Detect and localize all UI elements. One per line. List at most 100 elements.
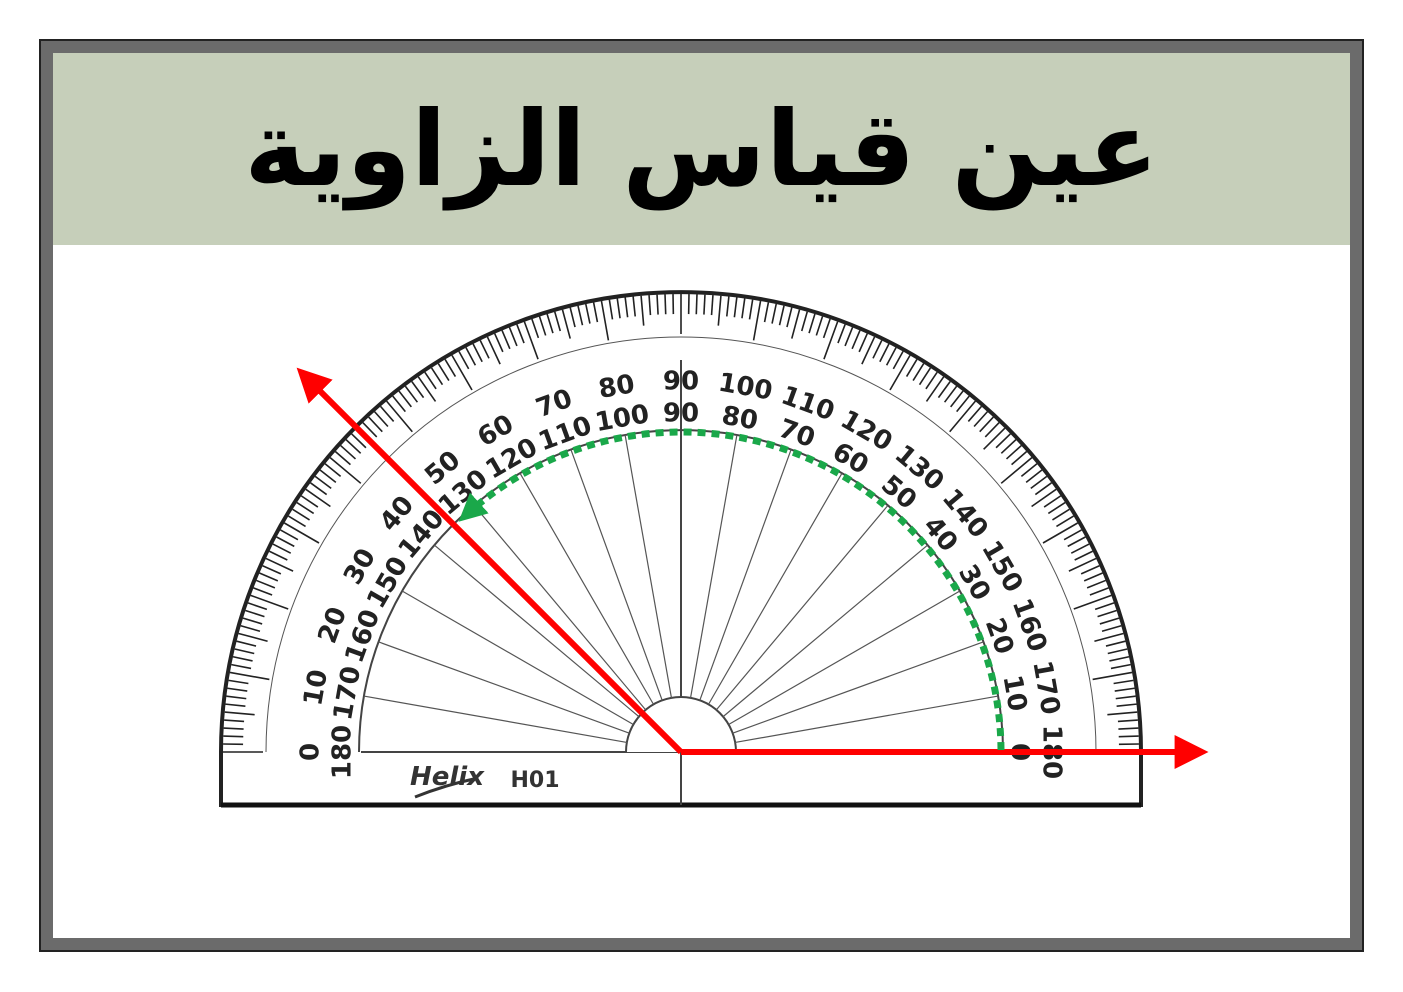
degree-tick — [1099, 617, 1120, 625]
degree-tick — [276, 536, 295, 548]
degree-tick — [851, 330, 861, 350]
degree-tick — [778, 305, 785, 326]
degree-tick — [253, 587, 273, 596]
radial-line — [519, 472, 655, 705]
degree-tick — [404, 385, 419, 403]
degree-tick — [417, 376, 437, 402]
radial-line — [722, 544, 929, 718]
degree-tick — [350, 433, 367, 449]
degree-tick — [288, 515, 306, 528]
degree-tick — [265, 557, 294, 572]
degree-tick — [223, 727, 244, 730]
degree-tick — [1073, 594, 1112, 610]
angle-measure-arc — [458, 428, 1005, 751]
degree-tick — [786, 307, 793, 328]
degree-tick — [242, 617, 263, 625]
inner-scale-label: 80 — [719, 401, 760, 437]
degree-tick — [937, 380, 951, 399]
angle-ray-left — [296, 367, 684, 755]
radial-line — [624, 434, 673, 698]
outer-scale-label: 90 — [663, 367, 699, 397]
degree-tick — [1110, 663, 1131, 670]
degree-tick — [465, 347, 477, 366]
degree-tick — [458, 351, 470, 370]
degree-tick — [245, 609, 265, 618]
degree-tick — [451, 354, 473, 391]
degree-tick — [1118, 727, 1139, 730]
degree-tick — [815, 316, 824, 336]
radial-line — [570, 449, 663, 701]
degree-tick — [741, 298, 746, 319]
degree-tick — [861, 336, 876, 365]
outer-scale-label: 10 — [298, 667, 334, 708]
degree-tick — [1086, 579, 1106, 589]
degree-tick — [319, 469, 337, 483]
degree-tick — [1094, 632, 1124, 642]
degree-tick — [329, 456, 362, 484]
degree-tick — [837, 324, 846, 344]
degree-tick — [717, 295, 722, 326]
degree-tick — [616, 298, 621, 319]
degree-tick — [956, 395, 970, 413]
degree-tick — [808, 313, 816, 334]
degree-tick — [1116, 703, 1137, 708]
degree-tick — [224, 719, 245, 723]
degree-tick — [334, 450, 351, 466]
degree-tick — [228, 679, 249, 685]
degree-tick — [748, 299, 754, 320]
degree-tick — [240, 624, 261, 633]
degree-tick — [223, 735, 244, 738]
degree-tick — [844, 327, 854, 347]
degree-tick — [430, 367, 444, 386]
degree-tick — [1031, 488, 1057, 508]
degree-tick — [1043, 495, 1062, 508]
degree-tick — [516, 324, 525, 344]
degree-tick — [733, 297, 738, 318]
degree-tick — [309, 482, 328, 496]
radial-line — [363, 695, 627, 744]
degree-tick — [892, 351, 904, 370]
degree-tick — [943, 385, 958, 403]
degree-tick — [889, 354, 911, 391]
radial-line — [378, 641, 630, 734]
degree-tick — [1115, 695, 1136, 700]
degree-tick — [995, 433, 1012, 449]
degree-tick — [984, 421, 1000, 438]
degree-tick — [224, 711, 255, 716]
degree-tick — [226, 695, 247, 700]
degree-tick — [1094, 602, 1115, 611]
radial-line — [707, 472, 843, 705]
degree-tick — [983, 427, 1006, 450]
degree-tick — [508, 327, 518, 347]
degree-tick — [1117, 719, 1138, 723]
inner-scale-label: 90 — [663, 399, 699, 429]
degree-tick — [1063, 529, 1082, 541]
degree-tick — [1080, 564, 1100, 575]
degree-tick — [1074, 550, 1093, 561]
header-band: عين قياس الزاوية — [53, 53, 1350, 245]
degree-tick — [632, 296, 637, 317]
degree-tick — [283, 522, 320, 544]
degree-tick — [1107, 648, 1128, 655]
degree-tick — [725, 296, 730, 317]
degree-tick — [858, 333, 869, 353]
degree-tick — [411, 380, 425, 399]
degree-tick — [553, 311, 562, 332]
degree-tick — [256, 579, 276, 589]
degree-tick — [1005, 444, 1022, 460]
tick-band-arc — [265, 336, 1097, 753]
degree-tick — [949, 400, 977, 433]
degree-tick — [918, 367, 932, 386]
degree-tick — [538, 316, 547, 336]
brand-logo: Helix — [410, 762, 485, 792]
degree-tick — [608, 299, 614, 320]
degree-tick — [1052, 508, 1070, 521]
degree-tick — [1107, 711, 1138, 716]
degree-tick — [259, 572, 279, 582]
degree-tick — [379, 405, 395, 422]
degree-tick — [771, 303, 778, 324]
degree-tick — [1083, 572, 1103, 582]
degree-tick — [584, 303, 591, 324]
degree-tick — [493, 333, 504, 353]
